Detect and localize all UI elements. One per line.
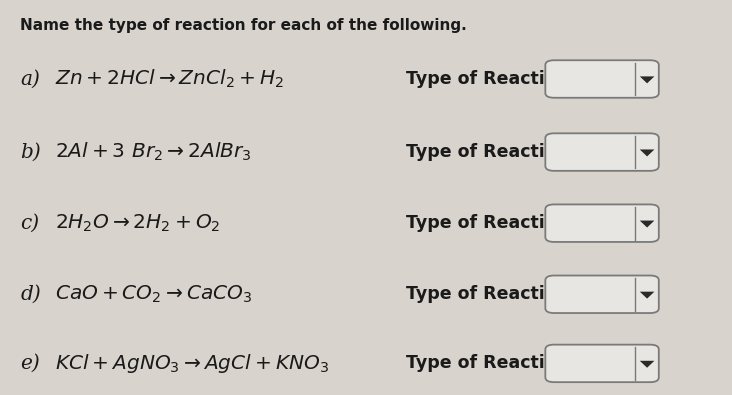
Text: e): e) (20, 354, 40, 373)
Text: $2Al + 3\ Br_2 \rightarrow 2AlBr_3$: $2Al + 3\ Br_2 \rightarrow 2AlBr_3$ (55, 141, 252, 163)
Polygon shape (640, 292, 654, 299)
Text: Type of Reaction: Type of Reaction (406, 70, 569, 88)
Text: b): b) (20, 143, 41, 162)
Text: Name the type of reaction for each of the following.: Name the type of reaction for each of th… (20, 18, 467, 33)
FancyBboxPatch shape (545, 134, 659, 171)
Text: $2H_2O \rightarrow 2H_2 + O_2$: $2H_2O \rightarrow 2H_2 + O_2$ (55, 213, 220, 234)
FancyBboxPatch shape (545, 205, 659, 242)
Text: Type of Reaction: Type of Reaction (406, 214, 569, 232)
Text: $CaO + CO_2 \rightarrow CaCO_3$: $CaO + CO_2 \rightarrow CaCO_3$ (55, 284, 252, 305)
Text: a): a) (20, 70, 40, 88)
Polygon shape (640, 149, 654, 156)
Text: c): c) (20, 214, 40, 233)
Text: Type of Reaction: Type of Reaction (406, 354, 569, 372)
Text: Type of Reaction: Type of Reaction (406, 143, 569, 161)
Text: $KCl + AgNO_3 \rightarrow AgCl + KNO_3$: $KCl + AgNO_3 \rightarrow AgCl + KNO_3$ (55, 352, 329, 375)
Text: $Zn + 2HCl \rightarrow ZnCl_2 + H_2$: $Zn + 2HCl \rightarrow ZnCl_2 + H_2$ (55, 68, 284, 90)
Polygon shape (640, 76, 654, 83)
Text: Type of Reaction: Type of Reaction (406, 285, 569, 303)
FancyBboxPatch shape (545, 276, 659, 313)
Text: d): d) (20, 285, 41, 304)
FancyBboxPatch shape (545, 344, 659, 382)
Polygon shape (640, 220, 654, 228)
FancyBboxPatch shape (545, 60, 659, 98)
Polygon shape (640, 361, 654, 368)
